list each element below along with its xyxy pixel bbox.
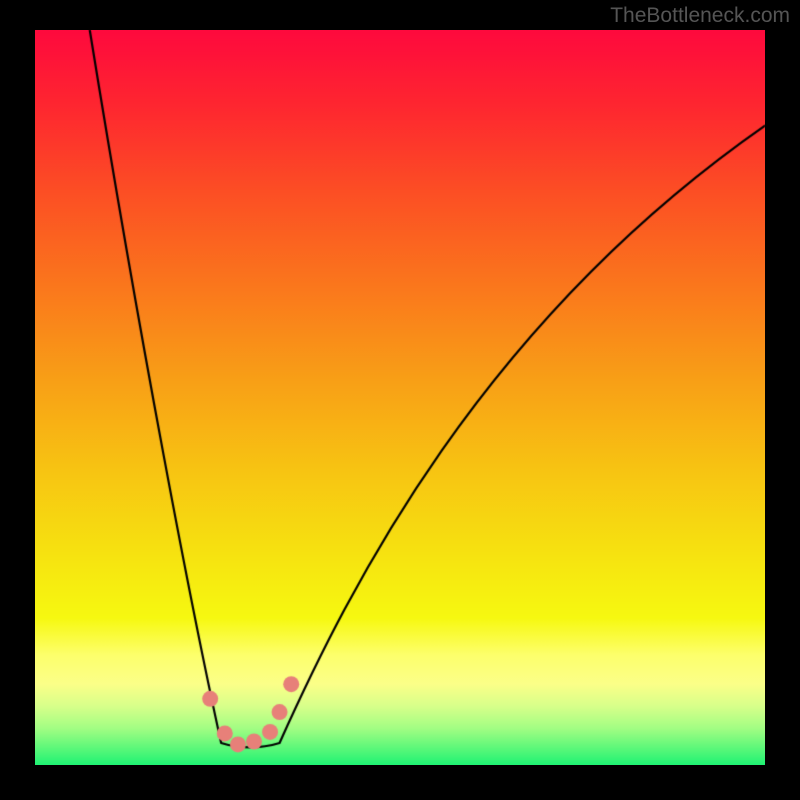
watermark-text: TheBottleneck.com [610, 4, 790, 28]
chart-stage: TheBottleneck.com [0, 0, 800, 800]
curve-canvas [0, 0, 800, 800]
